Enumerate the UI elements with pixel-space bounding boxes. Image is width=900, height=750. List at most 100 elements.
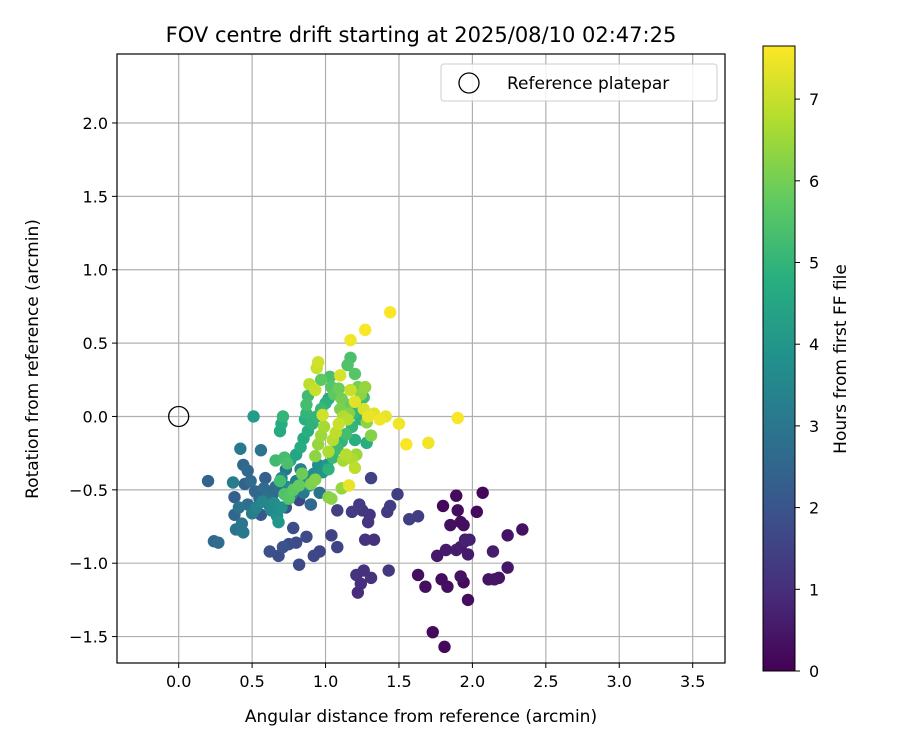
data-point bbox=[228, 490, 241, 504]
legend-marker-open-circle bbox=[458, 72, 480, 94]
data-point bbox=[373, 413, 387, 426]
data-point bbox=[335, 392, 348, 406]
colorbar-label: Hours from first FF file bbox=[831, 264, 851, 454]
data-point bbox=[309, 449, 322, 463]
data-point bbox=[316, 408, 329, 422]
legend-label: Reference platepar bbox=[507, 74, 669, 94]
data-point bbox=[461, 593, 475, 607]
data-point bbox=[422, 436, 435, 450]
y-tick-label: 2.0 bbox=[83, 114, 108, 133]
data-point bbox=[281, 457, 294, 470]
data-point bbox=[341, 358, 354, 372]
data-point bbox=[444, 518, 457, 532]
data-point bbox=[226, 476, 240, 489]
data-point bbox=[244, 474, 257, 488]
data-point bbox=[273, 474, 287, 488]
data-point bbox=[501, 529, 514, 542]
y-axis-ticks: 2.0 1.5 1.0 0.5 0.0 −0.5 −1.0 −1.5 bbox=[69, 114, 117, 647]
data-point bbox=[259, 471, 272, 485]
data-point bbox=[212, 536, 225, 549]
y-tick-label: 1.5 bbox=[83, 187, 108, 206]
data-point bbox=[256, 495, 269, 508]
data-point bbox=[457, 518, 470, 532]
data-point bbox=[436, 499, 450, 513]
data-point bbox=[276, 540, 290, 554]
x-tick-label: 0.5 bbox=[239, 672, 264, 691]
data-point bbox=[287, 521, 300, 535]
data-point bbox=[232, 501, 246, 514]
data-point bbox=[345, 505, 359, 519]
data-point bbox=[439, 543, 453, 557]
data-point bbox=[358, 380, 372, 394]
data-point bbox=[317, 420, 331, 433]
data-point bbox=[403, 512, 416, 526]
data-point bbox=[358, 533, 372, 546]
data-point bbox=[307, 549, 320, 563]
x-axis-ticks: 0.0 0.5 1.0 1.5 2.0 2.5 3.0 3.5 bbox=[166, 663, 705, 691]
data-point bbox=[292, 558, 306, 571]
data-point bbox=[430, 549, 444, 563]
y-axis-label: Rotation from reference (arcmin) bbox=[23, 219, 43, 499]
data-point bbox=[441, 580, 454, 593]
data-point bbox=[309, 383, 322, 397]
data-point bbox=[331, 504, 344, 517]
colorbar-tick-label: 1 bbox=[809, 580, 819, 599]
data-point bbox=[516, 523, 529, 536]
data-point bbox=[438, 640, 451, 654]
data-point bbox=[451, 504, 464, 517]
data-point bbox=[344, 383, 357, 397]
reference-platepar-marker bbox=[168, 405, 190, 428]
x-tick-label: 2.0 bbox=[460, 672, 485, 691]
legend: Reference platepar bbox=[440, 63, 718, 102]
data-point bbox=[350, 568, 363, 582]
data-point bbox=[400, 438, 413, 451]
colorbar: 0 1 2 3 4 5 6 7 Hours from first FF file bbox=[762, 45, 851, 681]
data-point bbox=[364, 429, 378, 442]
data-point bbox=[458, 535, 472, 548]
colorbar-gradient bbox=[762, 45, 796, 672]
data-point bbox=[348, 461, 362, 475]
chart-title: FOV centre drift starting at 2025/08/10 … bbox=[166, 23, 677, 47]
data-point bbox=[325, 529, 338, 542]
data-point bbox=[309, 473, 322, 486]
data-point bbox=[383, 499, 397, 513]
colorbar-tick-label: 3 bbox=[809, 417, 819, 436]
data-point bbox=[348, 367, 362, 381]
data-point bbox=[348, 395, 362, 408]
y-tick-label: −0.5 bbox=[69, 481, 108, 500]
data-point bbox=[348, 433, 362, 447]
data-point bbox=[361, 515, 375, 529]
data-point bbox=[364, 471, 378, 485]
data-point bbox=[450, 489, 463, 502]
y-tick-label: 1.0 bbox=[83, 261, 108, 280]
data-point bbox=[300, 407, 313, 420]
data-point bbox=[247, 410, 260, 423]
colorbar-tick-label: 6 bbox=[809, 172, 819, 191]
data-point bbox=[470, 505, 484, 519]
x-tick-label: 3.0 bbox=[607, 672, 632, 691]
data-point bbox=[322, 445, 335, 458]
data-point bbox=[450, 543, 463, 557]
data-point bbox=[339, 427, 353, 441]
data-point bbox=[486, 545, 500, 558]
data-point bbox=[501, 561, 514, 574]
colorbar-tick-label: 4 bbox=[809, 335, 819, 354]
y-tick-label: −1.0 bbox=[69, 554, 108, 573]
data-point bbox=[325, 492, 338, 505]
x-tick-label: 2.5 bbox=[533, 672, 558, 691]
data-points bbox=[168, 306, 529, 654]
data-point bbox=[342, 479, 356, 492]
data-point bbox=[275, 501, 288, 514]
data-point bbox=[241, 464, 254, 477]
data-point bbox=[488, 573, 501, 586]
data-point bbox=[304, 498, 318, 511]
data-point bbox=[419, 580, 432, 593]
data-point bbox=[382, 564, 395, 577]
data-point bbox=[476, 486, 489, 499]
data-point bbox=[292, 479, 306, 492]
data-point bbox=[334, 369, 347, 382]
x-tick-label: 0.0 bbox=[166, 672, 191, 691]
data-point bbox=[344, 333, 357, 347]
colorbar-tick-label: 5 bbox=[809, 254, 819, 273]
